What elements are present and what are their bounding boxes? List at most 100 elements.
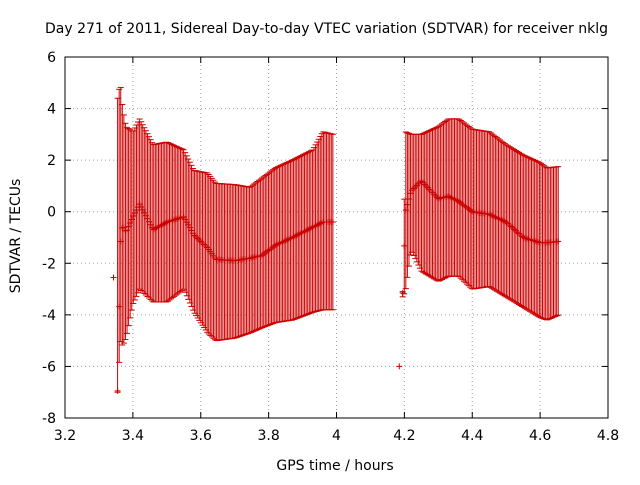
x-tick-label: 3.4	[122, 428, 144, 444]
error-bar	[190, 168, 197, 311]
error-bar	[197, 171, 204, 324]
data-point	[201, 241, 208, 248]
error-bar	[454, 118, 461, 277]
data-point	[127, 220, 134, 227]
error-bar	[523, 156, 530, 310]
error-bar	[519, 153, 526, 307]
error-bar	[147, 139, 154, 300]
error-bar	[528, 158, 535, 313]
x-tick-label: 4.4	[461, 428, 483, 444]
data-point	[136, 201, 143, 208]
error-bar	[457, 120, 464, 279]
data-point	[138, 203, 145, 210]
error-bar	[478, 130, 485, 289]
axis-layer: 3.2 3.4 3.6 3.8 4 4.2 4.4 4.6 4.8 -8 -6 -4 -2 0 2 4 6	[42, 50, 619, 444]
error-bar	[416, 133, 423, 269]
error-bar	[415, 133, 422, 266]
error-bar	[426, 130, 433, 277]
error-bar	[117, 86, 124, 343]
x-tick-label: 4.6	[529, 428, 551, 444]
x-tick-label: 4.8	[597, 428, 619, 444]
error-bar	[515, 151, 522, 306]
error-bar	[196, 170, 203, 321]
y-tick-label: -4	[42, 308, 56, 324]
data-point	[511, 226, 518, 233]
error-bar	[157, 142, 164, 303]
error-bar	[429, 128, 436, 279]
error-bar	[427, 129, 434, 278]
error-bar	[522, 155, 529, 309]
data-point	[130, 213, 137, 220]
error-bar	[119, 103, 126, 346]
error-bar	[144, 133, 151, 297]
error-bar	[116, 88, 123, 363]
data-point	[131, 210, 138, 217]
error-bar	[435, 125, 442, 282]
error-bar	[199, 171, 206, 326]
data-point	[412, 183, 419, 190]
error-bar	[301, 153, 308, 316]
data-point	[515, 230, 522, 237]
data-point	[401, 242, 408, 249]
error-bar	[303, 152, 310, 316]
error-bar	[146, 136, 153, 299]
data-point	[413, 182, 420, 189]
data-point	[409, 187, 416, 194]
error-bar	[473, 129, 480, 289]
data-point	[128, 216, 135, 223]
error-bar	[413, 133, 420, 263]
x-tick-label: 4.2	[393, 428, 415, 444]
data-point	[410, 185, 417, 192]
error-bar	[533, 160, 540, 316]
data-point	[125, 223, 132, 230]
error-bar	[486, 131, 493, 288]
data-point	[133, 207, 140, 214]
error-bar	[191, 170, 198, 314]
data-point	[120, 224, 127, 231]
error-bar	[437, 124, 444, 281]
error-bar	[434, 126, 441, 282]
data-point	[117, 238, 124, 245]
error-bar	[311, 147, 318, 313]
data-point	[144, 215, 151, 222]
data-point	[196, 236, 203, 243]
data-point	[183, 219, 190, 226]
error-bar	[456, 118, 463, 278]
data-point	[404, 201, 411, 208]
error-bar	[431, 128, 438, 280]
error-bar	[298, 155, 305, 318]
data-point	[114, 387, 121, 394]
isolated-data-point	[110, 274, 117, 281]
data-point	[139, 206, 146, 213]
data-layer	[110, 86, 562, 394]
y-tick-label: 6	[47, 50, 56, 66]
error-bar	[440, 122, 447, 280]
data-point	[415, 180, 422, 187]
data-point	[514, 229, 521, 236]
data-point	[186, 224, 193, 231]
error-bar	[418, 133, 425, 272]
chart-title: Day 271 of 2011, Sidereal Day-to-day VTE…	[45, 21, 608, 37]
data-point	[202, 242, 209, 249]
error-bar	[194, 170, 201, 319]
isolated-data-point	[396, 363, 403, 370]
error-bar	[517, 152, 524, 307]
error-bar	[526, 157, 533, 312]
error-bar	[300, 154, 307, 317]
error-bar	[114, 97, 121, 393]
data-point	[405, 195, 412, 202]
error-bar	[464, 124, 471, 285]
data-point	[512, 227, 519, 234]
y-axis-title: SDTVAR / TECUs	[8, 179, 24, 294]
error-bar	[306, 151, 313, 315]
error-bar	[520, 154, 527, 308]
x-axis-title: GPS time / hours	[276, 458, 393, 474]
error-bar	[296, 155, 303, 318]
x-tick-label: 3.6	[190, 428, 212, 444]
data-point	[399, 289, 406, 296]
error-bar	[489, 133, 496, 289]
error-bar	[410, 133, 417, 256]
error-bar	[420, 133, 427, 273]
data-point	[402, 207, 409, 214]
error-bar	[525, 156, 532, 311]
